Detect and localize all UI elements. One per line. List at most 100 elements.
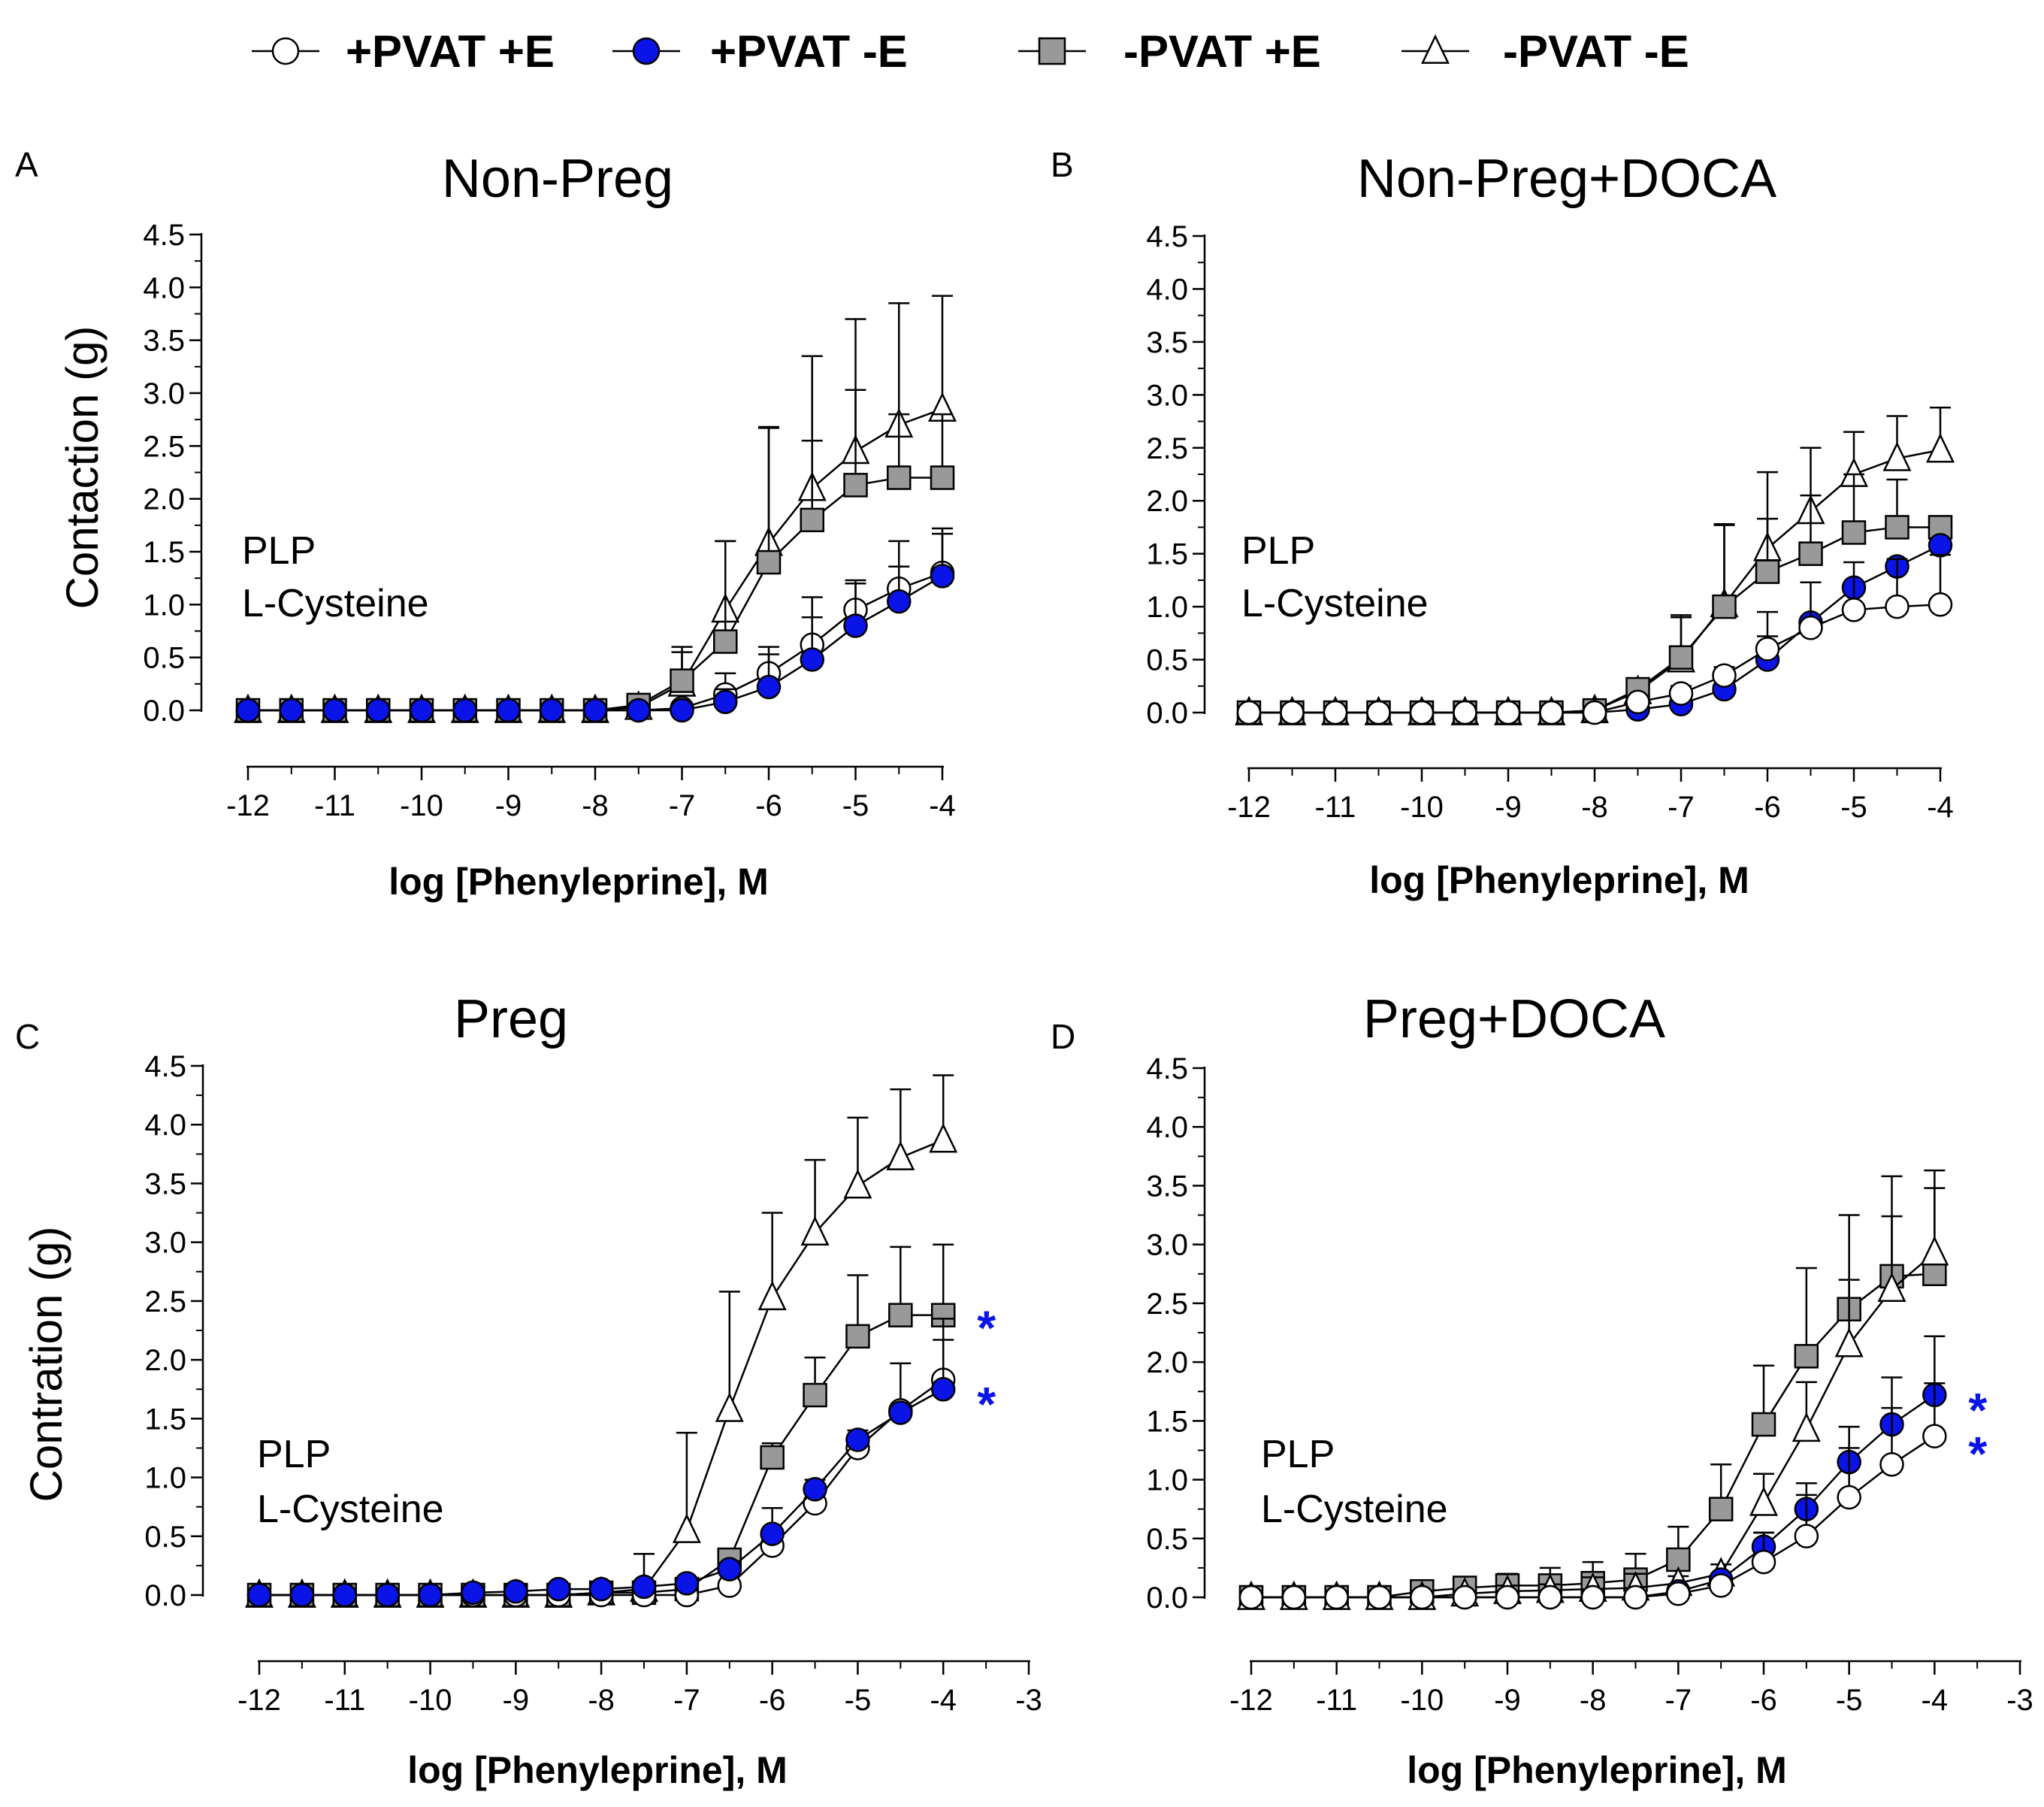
data-point bbox=[1882, 441, 1912, 471]
x-tick-label: -12 bbox=[226, 789, 270, 822]
data-point bbox=[1453, 700, 1477, 725]
x-tick-label: -7 bbox=[673, 1684, 700, 1717]
data-point bbox=[1798, 616, 1823, 640]
x-tick-label: -4 bbox=[929, 789, 956, 822]
chart-panels: A Non-Preg0.00.51.01.52.02.53.03.54.04.5C… bbox=[15, 145, 2033, 1791]
significance-star: * bbox=[977, 1377, 996, 1431]
panel-letter: B bbox=[1051, 145, 1074, 184]
y-tick-label: 0.5 bbox=[1146, 1523, 1188, 1556]
data-point bbox=[540, 698, 564, 723]
x-tick-label: -4 bbox=[1922, 1684, 1949, 1717]
y-axis: 0.0 0.5 1.0 1.5 2.0 2.5 3.0 3.5 4.0 4.5 Contaction… bbox=[57, 219, 203, 728]
series-pvat-e bbox=[246, 1243, 956, 1608]
y-tick-label: 2.0 bbox=[1146, 1346, 1188, 1379]
y-tick-label: 3.5 bbox=[143, 325, 185, 358]
y-tick-label: 3.0 bbox=[144, 1227, 186, 1260]
annotation: PLP L-Cysteine bbox=[257, 1433, 444, 1531]
data-point bbox=[1323, 700, 1348, 725]
y-tick-label: 3.0 bbox=[1146, 1229, 1188, 1262]
x-tick-label: -5 bbox=[845, 1684, 872, 1717]
y-tick-label: 3.0 bbox=[1146, 379, 1188, 412]
data-point bbox=[845, 1427, 870, 1452]
x-tick-label: -6 bbox=[1754, 791, 1781, 824]
y-tick-label: 4.0 bbox=[144, 1109, 186, 1142]
x-axis-label: log [Phenyleprine], M bbox=[1407, 1749, 1787, 1791]
significance-star: * bbox=[977, 1301, 996, 1355]
annotation-line: PLP bbox=[1261, 1433, 1335, 1476]
y-tick-label: 1.0 bbox=[144, 1462, 186, 1495]
series-pvat-e bbox=[234, 295, 957, 723]
x-tick-label: -12 bbox=[1227, 791, 1271, 824]
data-point bbox=[803, 1382, 827, 1408]
data-point bbox=[496, 698, 521, 723]
annotation-line: PLP bbox=[242, 529, 316, 573]
data-point bbox=[1877, 1272, 1906, 1303]
annotation-line: L-Cysteine bbox=[1261, 1488, 1448, 1531]
data-point bbox=[1751, 1549, 1776, 1575]
y-tick-label: 3.0 bbox=[143, 377, 185, 410]
x-tick-label: -9 bbox=[1494, 1684, 1521, 1717]
legend-marker-circle bbox=[632, 37, 661, 65]
x-axis: -12 -11 -10 -9 -8 -7 -6 -5 -4 -3 log [Phenyleprine… bbox=[1229, 1660, 2033, 1791]
data-point bbox=[461, 1580, 485, 1606]
x-tick-label: -9 bbox=[503, 1684, 530, 1717]
y-tick-label: 2.0 bbox=[144, 1344, 186, 1377]
data-point bbox=[546, 1576, 571, 1602]
data-point bbox=[235, 698, 261, 723]
legend-label: -PVAT -E bbox=[1503, 26, 1689, 77]
y-tick-label: 1.5 bbox=[1146, 538, 1188, 571]
annotation-line: L-Cysteine bbox=[242, 582, 429, 625]
panel-d: D Preg+DOCA 0.0 0.5 1.0 1.5 2.0 2.5 3.0 3.5 4.0 4.5… bbox=[1051, 989, 2033, 1791]
series-pvat-e bbox=[235, 532, 955, 723]
data-point bbox=[929, 1123, 958, 1153]
x-tick-label: -7 bbox=[1665, 1684, 1692, 1717]
x-tick-label: -11 bbox=[1316, 1684, 1357, 1717]
panel-a: A Non-Preg 0.0 0.5 1.0 1.5 2.0 2.5 3.0 3.5 4.0 4.5 C… bbox=[15, 145, 957, 903]
series-pvat-e bbox=[1238, 1382, 1947, 1610]
x-tick-label: -8 bbox=[1580, 1684, 1607, 1717]
series-pvat-e bbox=[1236, 553, 1953, 725]
data-point bbox=[332, 1582, 358, 1608]
significance-star: * bbox=[1968, 1427, 1987, 1481]
legend-item-pvat-e: +PVAT -E bbox=[612, 26, 908, 77]
data-point bbox=[760, 1445, 785, 1470]
data-point bbox=[1794, 1344, 1819, 1369]
data-point bbox=[888, 1303, 913, 1327]
y-axis: 0.0 0.5 1.0 1.5 2.0 2.5 3.0 3.5 4.0 4.5 Contration… bbox=[21, 1050, 204, 1612]
y-tick-label: 0.0 bbox=[144, 1579, 186, 1612]
chart-title: Preg bbox=[454, 989, 568, 1049]
data-point bbox=[756, 549, 782, 575]
legend-marker-triangle bbox=[1421, 34, 1450, 64]
panel-letter: D bbox=[1051, 1017, 1075, 1056]
data-point bbox=[1712, 663, 1737, 688]
data-point bbox=[1749, 1486, 1778, 1516]
y-tick-label: 4.5 bbox=[144, 1050, 186, 1083]
series-pvat-e bbox=[1238, 1169, 1947, 1610]
data-point bbox=[1922, 1261, 1947, 1287]
data-point bbox=[930, 465, 955, 490]
legend-item-pvat-e: -PVAT -E bbox=[1401, 26, 1689, 77]
x-axis-label: log [Phenyleprine], M bbox=[1369, 859, 1749, 901]
y-tick-label: 2.5 bbox=[1146, 432, 1188, 465]
x-axis: -12 -11 -10 -9 -8 -7 -6 -5 -4 -3 log [Phenyleprine… bbox=[237, 1660, 1042, 1791]
data-point bbox=[757, 1280, 787, 1311]
data-point bbox=[672, 1513, 701, 1543]
data-point bbox=[1879, 1451, 1904, 1477]
x-tick-label: -4 bbox=[1927, 791, 1954, 824]
x-tick-label: -3 bbox=[2006, 1684, 2033, 1717]
x-tick-label: -8 bbox=[588, 1684, 615, 1717]
data-point bbox=[322, 698, 347, 723]
y-tick-label: 1.5 bbox=[1146, 1405, 1188, 1438]
data-point bbox=[717, 1557, 742, 1582]
data-point bbox=[887, 465, 912, 490]
y-tick-label: 2.5 bbox=[1146, 1288, 1188, 1321]
series-pvat-e bbox=[246, 1318, 956, 1608]
y-tick-label: 1.5 bbox=[143, 536, 185, 569]
y-tick-label: 0.0 bbox=[1146, 1582, 1188, 1615]
legend-marker-square bbox=[1038, 37, 1066, 65]
legend-item-pvat-e: -PVAT +E bbox=[1018, 26, 1321, 77]
data-point bbox=[289, 1582, 315, 1608]
data-point bbox=[843, 613, 868, 638]
y-tick-label: 4.5 bbox=[1146, 1052, 1188, 1085]
